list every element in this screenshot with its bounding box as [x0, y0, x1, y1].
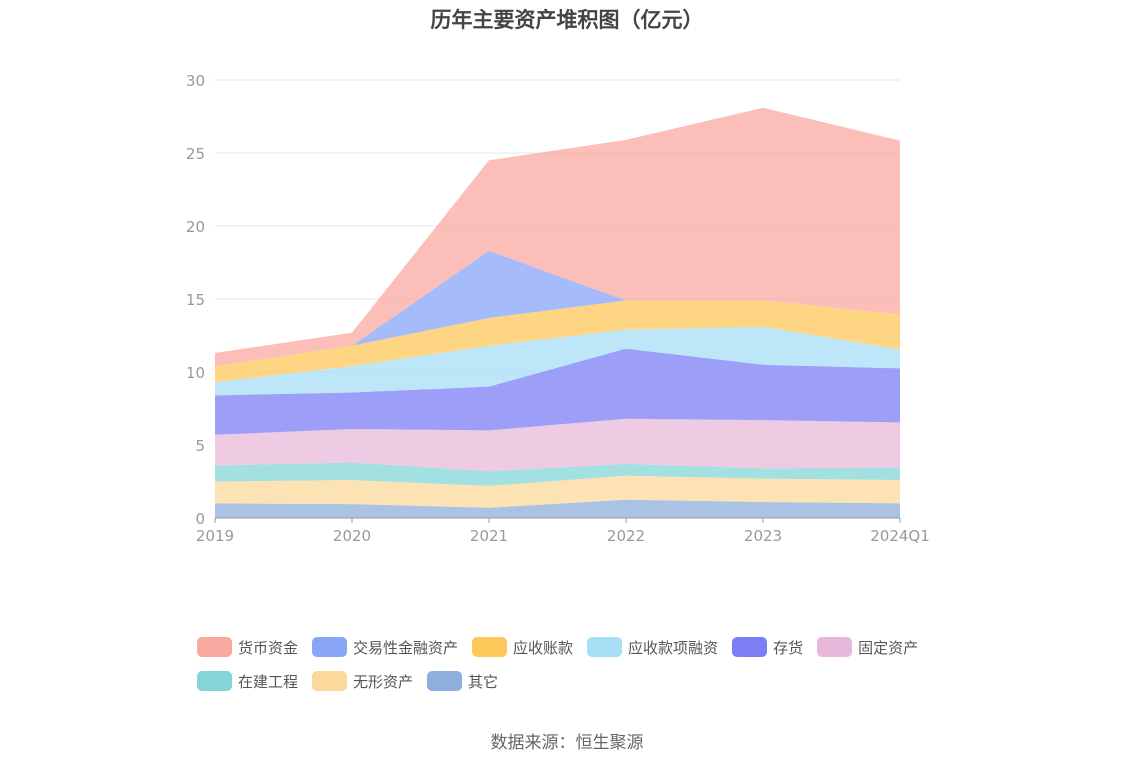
legend-item-intangible-assets[interactable]: 无形资产: [312, 671, 413, 692]
legend-label: 存货: [773, 638, 804, 657]
x-tick-label: 2022: [607, 527, 645, 545]
legend-label: 应收账款: [513, 638, 574, 657]
x-tick-label: 2020: [333, 527, 371, 545]
data-source: 数据来源：恒生聚源: [490, 733, 644, 753]
y-tick-label: 5: [195, 437, 205, 455]
area-series-7: [215, 250, 900, 367]
legend-swatch: [732, 637, 768, 657]
legend-item-accounts-receivable[interactable]: 应收账款: [472, 637, 573, 658]
x-tick-label: 2023: [744, 527, 782, 545]
legend-label: 无形资产: [353, 672, 414, 691]
area-series-3: [215, 418, 900, 472]
stacked-area-chart: 0 5 10 15 20 25 30 2019 2020 2021 2022 2023 2024Q1: [186, 72, 930, 545]
legend-label: 货币资金: [238, 638, 299, 657]
legend-swatch: [472, 637, 508, 657]
area-series-4: [215, 348, 900, 435]
legend-label: 在建工程: [238, 672, 299, 691]
legend-row-1: 货币资金 交易性金融资产 应收账款 应收款项融资 存货 固定资产: [197, 630, 957, 664]
legend-item-trading-financial-assets[interactable]: 交易性金融资产: [312, 637, 458, 658]
area-series-6: [215, 300, 900, 383]
legend-item-cash[interactable]: 货币资金: [197, 637, 298, 658]
legend-swatch: [197, 671, 232, 691]
legend-label: 应收款项融资: [628, 638, 719, 657]
x-tick-label: 2024Q1: [870, 527, 930, 545]
chart-title: 历年主要资产堆积图（亿元）: [430, 8, 704, 32]
legend-swatch: [427, 671, 463, 691]
legend-label: 其它: [468, 672, 499, 691]
area-series-8: [215, 107, 900, 367]
area-series-1: [215, 475, 900, 508]
legend-item-receivables-financing[interactable]: 应收款项融资: [587, 637, 718, 658]
legend-item-inventory[interactable]: 存货: [732, 637, 803, 658]
legend: 货币资金 交易性金融资产 应收账款 应收款项融资 存货 固定资产 在建工程: [197, 630, 957, 698]
area-series-5: [215, 326, 900, 396]
area-series-2: [215, 462, 900, 486]
y-tick-label: 20: [186, 218, 205, 236]
y-tick-label: 25: [186, 145, 205, 163]
legend-item-fixed-assets[interactable]: 固定资产: [817, 637, 918, 658]
legend-swatch: [312, 671, 348, 691]
y-tick-label: 0: [195, 510, 205, 528]
y-tick-label: 15: [186, 291, 205, 309]
legend-swatch: [197, 637, 232, 657]
legend-item-construction-in-progress[interactable]: 在建工程: [197, 671, 298, 692]
y-tick-label: 30: [186, 72, 205, 90]
y-tick-label: 10: [186, 364, 205, 382]
legend-label: 交易性金融资产: [353, 638, 459, 657]
x-tick-label: 2019: [196, 527, 234, 545]
x-tick-label: 2021: [470, 527, 508, 545]
legend-swatch: [312, 637, 348, 657]
legend-item-other[interactable]: 其它: [427, 671, 498, 692]
legend-swatch: [817, 637, 853, 657]
legend-swatch: [587, 637, 623, 657]
legend-row-2: 在建工程 无形资产 其它: [197, 664, 957, 698]
area-series-0: [215, 499, 900, 518]
legend-label: 固定资产: [858, 638, 919, 657]
